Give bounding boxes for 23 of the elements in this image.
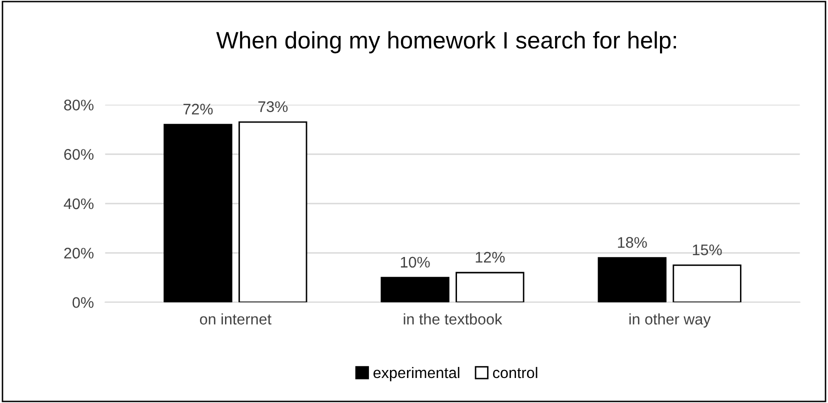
bar <box>238 121 308 302</box>
y-tick-label: 20% <box>64 248 94 259</box>
data-label: 12% <box>476 252 505 263</box>
x-tick-label: on internet <box>200 313 272 325</box>
y-tick-label: 0% <box>72 297 94 308</box>
y-tick-label: 60% <box>64 149 94 160</box>
bar <box>164 124 232 302</box>
y-tick-label: 40% <box>64 198 94 210</box>
y-tick-label: 80% <box>64 100 94 110</box>
legend-label: control <box>493 366 538 378</box>
data-label: 18% <box>618 237 647 248</box>
bar <box>380 276 450 302</box>
data-label: 73% <box>258 101 288 112</box>
chart-title: When doing my homework I search for help: <box>216 31 676 54</box>
bar <box>456 272 524 302</box>
data-label: 10% <box>400 256 430 268</box>
bar <box>598 257 666 302</box>
x-tick-label: in other way <box>629 313 711 328</box>
data-label: 72% <box>183 104 213 115</box>
x-tick-label: in the textbook <box>404 313 502 325</box>
bar <box>672 264 742 302</box>
legend-label: experimental <box>373 366 460 382</box>
data-label: 15% <box>692 244 722 256</box>
